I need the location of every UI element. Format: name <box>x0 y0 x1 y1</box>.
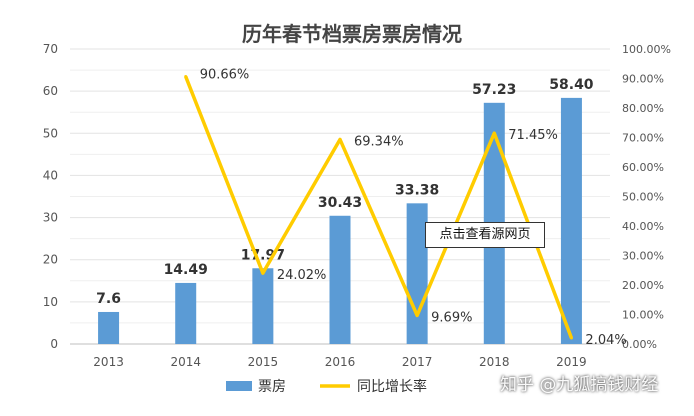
bar-value-label: 14.49 <box>164 262 208 278</box>
growth-rate-line <box>184 75 574 339</box>
x-axis-ticks: 2013 2014 2015 2016 2017 2018 2019 <box>93 355 586 369</box>
bar <box>252 268 274 344</box>
bar <box>560 97 582 344</box>
bar-value-label: 57.23 <box>472 82 516 98</box>
x-tick-label: 2019 <box>556 355 587 369</box>
left-tick-label: 50 <box>43 126 58 140</box>
right-tick-label: 20.00% <box>622 279 664 292</box>
right-tick-label: 0.00% <box>622 338 657 351</box>
bar-series <box>98 97 582 344</box>
line-value-label: 90.66% <box>200 68 250 83</box>
right-tick-label: 30.00% <box>622 250 664 263</box>
x-tick-label: 2018 <box>479 355 510 369</box>
right-axis-ticks: 0.00% 10.00% 20.00% 30.00% 40.00% 50.00% 60.00… <box>622 43 671 351</box>
line-value-labels: 90.66% 24.02% 69.34% 9.69% 71.45% 2.04% <box>200 68 627 348</box>
legend: 票房 同比增长率 <box>226 378 427 395</box>
left-tick-label: 60 <box>43 84 58 98</box>
bar-value-label: 30.43 <box>318 195 362 211</box>
right-tick-label: 40.00% <box>622 220 664 233</box>
left-tick-label: 40 <box>43 168 58 182</box>
line-value-label: 24.02% <box>277 268 327 283</box>
x-tick-label: 2016 <box>325 355 356 369</box>
legend-label-bar: 票房 <box>258 379 286 395</box>
line-point <box>184 75 188 79</box>
x-tick-label: 2015 <box>248 355 279 369</box>
left-tick-label: 20 <box>43 253 58 267</box>
view-source-tooltip[interactable]: 点击查看源网页 <box>425 222 545 248</box>
right-tick-label: 70.00% <box>622 132 664 145</box>
bar <box>406 203 428 344</box>
bar <box>175 282 197 344</box>
x-tick-label: 2014 <box>170 355 201 369</box>
watermark-text: 知乎 @九狐搞钱财经 <box>500 375 659 395</box>
line-point <box>569 336 573 340</box>
x-tick-label: 2017 <box>402 355 433 369</box>
x-tick-label: 2013 <box>93 355 124 369</box>
left-tick-label: 30 <box>43 211 58 225</box>
legend-label-line: 同比增长率 <box>357 378 427 395</box>
bar-value-label: 58.40 <box>549 77 594 93</box>
line-value-label: 9.69% <box>431 310 472 325</box>
line-point <box>492 131 496 135</box>
line-point <box>261 271 265 275</box>
bar-value-label: 7.6 <box>96 291 121 307</box>
bar <box>98 311 120 344</box>
line-point <box>338 137 342 141</box>
line-value-label: 69.34% <box>354 134 404 149</box>
left-tick-label: 10 <box>43 295 58 309</box>
legend-swatch-bar <box>226 381 252 391</box>
left-axis-ticks: 0 10 20 30 40 50 60 70 <box>43 42 58 351</box>
chart-title: 历年春节档票房票房情况 <box>242 22 462 46</box>
right-tick-label: 100.00% <box>622 43 671 56</box>
right-tick-label: 60.00% <box>622 161 664 174</box>
right-tick-label: 90.00% <box>622 73 664 86</box>
left-tick-label: 0 <box>50 337 58 351</box>
right-tick-label: 80.00% <box>622 102 664 115</box>
line-value-label: 2.04% <box>585 333 626 348</box>
line-point <box>415 313 419 317</box>
right-tick-label: 10.00% <box>622 309 664 322</box>
right-tick-label: 50.00% <box>622 191 664 204</box>
line-series <box>184 75 574 340</box>
bar <box>329 215 351 344</box>
left-tick-label: 70 <box>43 42 58 56</box>
line-value-label: 71.45% <box>508 128 558 143</box>
bar-value-label: 33.38 <box>395 182 439 198</box>
